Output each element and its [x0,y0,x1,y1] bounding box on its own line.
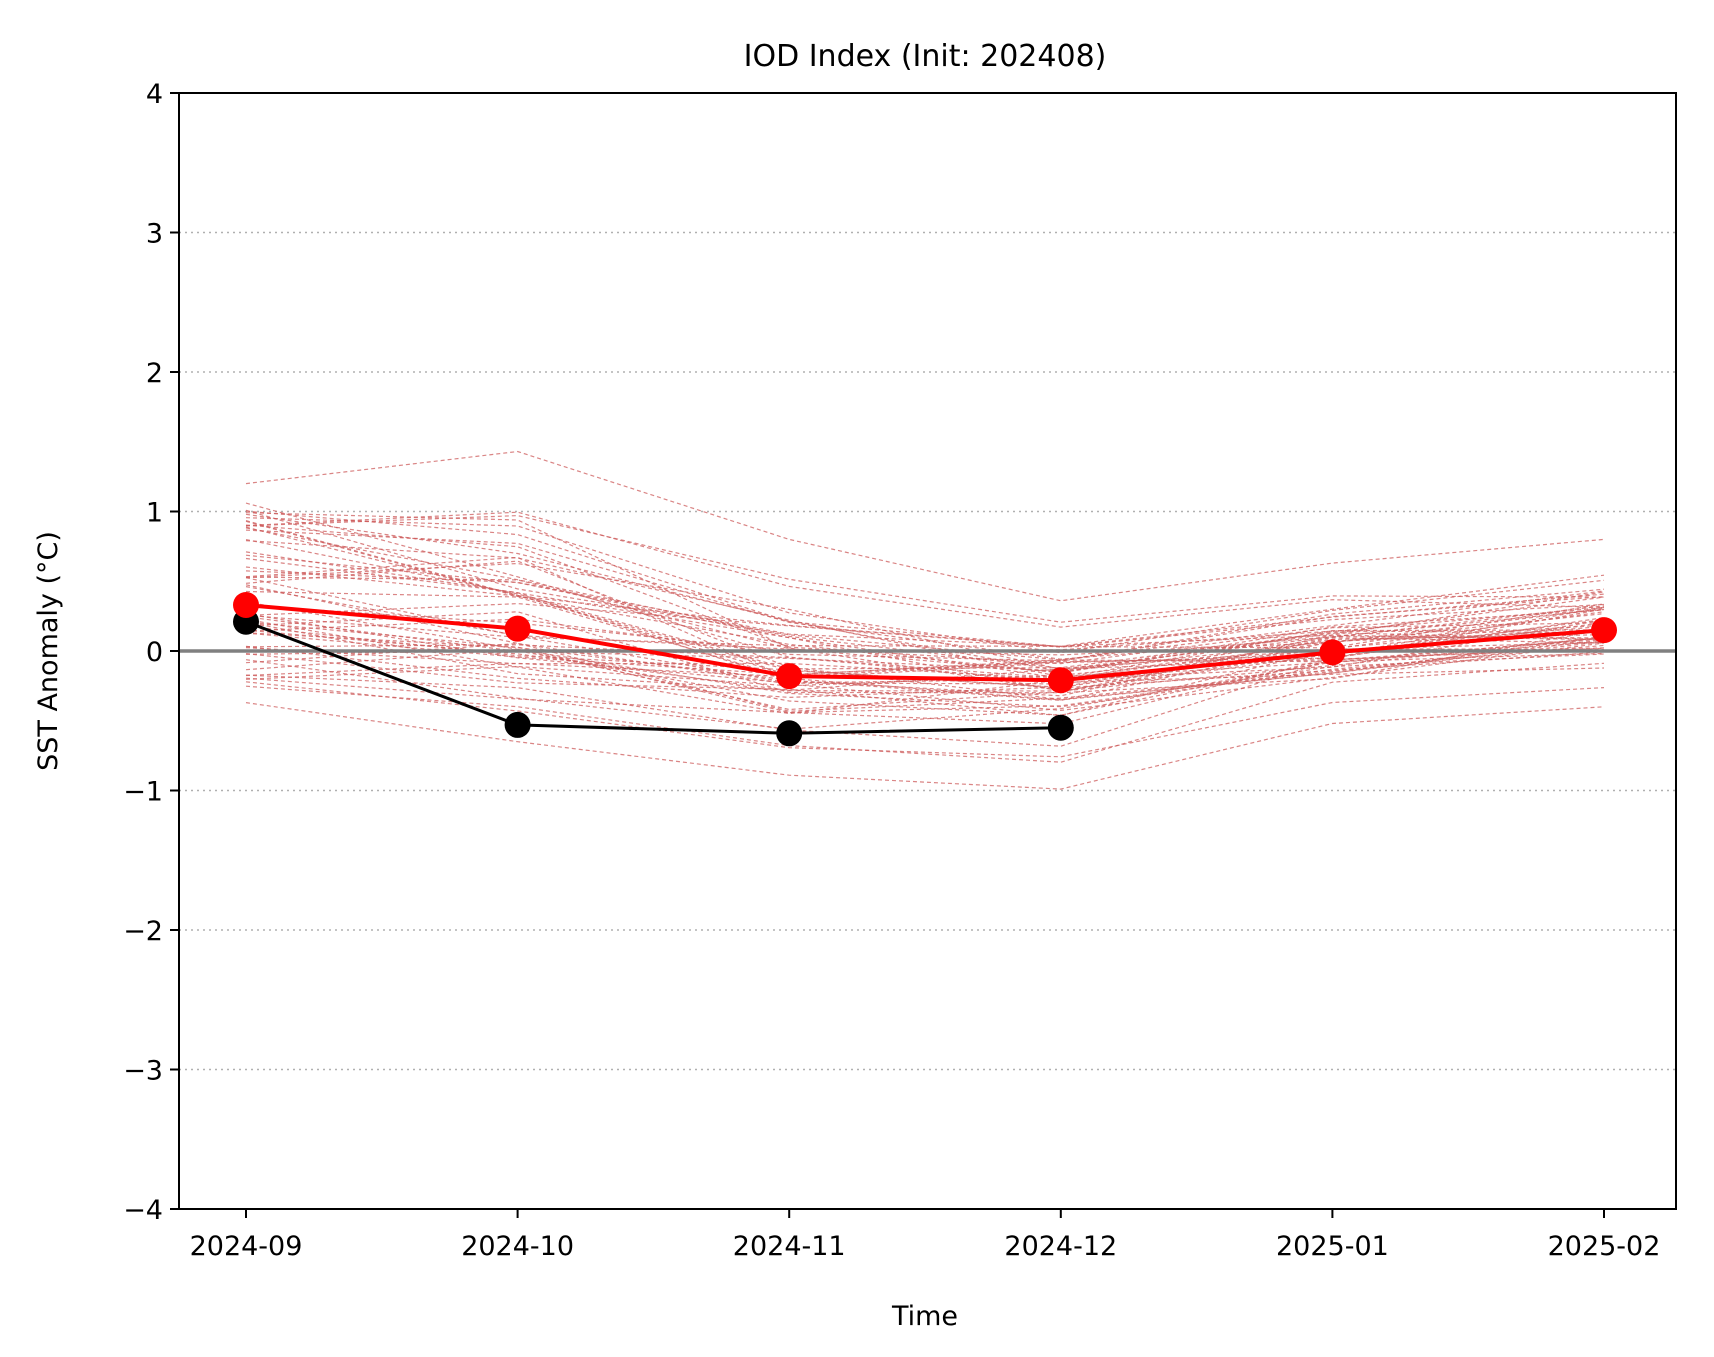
ensemble-member-line [245,642,1605,712]
ensemble-member-line [245,611,1605,694]
y-axis-ticks: −4 −3 −2 −1 0 1 2 3 4 [123,79,179,1226]
ensemble-member-line [245,551,1605,692]
ensemble-member-line [245,529,1605,660]
observed-line [245,620,1061,735]
ensemble-member-line [245,681,1605,758]
ensemble-member-line [245,510,1605,648]
chart-title: IOD Index (Init: 202408) [744,39,1107,74]
y-tick-label: −1 [123,777,163,808]
ensemble-mean-point [1591,617,1617,644]
ensemble-member-line [245,570,1605,647]
ensemble-member-line [245,614,1605,647]
ensemble-member-lines [245,450,1605,790]
y-axis-label: SST Anomaly (°C) [33,531,64,771]
observed-point [504,711,531,738]
ensemble-mean-point [504,615,531,642]
ensemble-mean-line [245,603,1605,683]
ensemble-member-line [245,588,1605,662]
x-axis-ticks: 2024-09 2024-10 2024-11 2024-12 2025-01 2025-… [190,1209,1661,1262]
ensemble-mean-point [1047,667,1074,694]
ensemble-member-line [245,520,1605,674]
ensemble-member-line [245,584,1605,712]
ensemble-member-line [245,640,1605,679]
ensemble-member-line [245,520,1605,689]
ensemble-member-line [245,513,1605,673]
ensemble-member-line [245,605,1605,715]
observed-point [776,720,803,747]
ensemble-member-line [245,524,1605,665]
ensemble-member-line [245,576,1605,674]
ensemble-member-line [245,702,1605,790]
ensemble-member-line [245,602,1605,648]
ensemble-member-line [245,511,1605,628]
ensemble-member-line [245,662,1605,763]
ensemble-member-line [245,512,1605,692]
ensemble-member-line [245,556,1605,680]
y-tick-label: −2 [123,916,163,947]
y-tick-label: 3 [146,219,163,250]
observed-point [1047,714,1074,741]
y-tick-label: 2 [146,358,163,389]
y-tick-label: −4 [123,1195,163,1226]
y-tick-label: 1 [146,498,163,529]
x-tick-label: 2024-09 [190,1231,303,1262]
ensemble-mean-series [233,591,1617,694]
ensemble-member-line [245,514,1605,623]
ensemble-member-line [245,601,1605,708]
ensemble-member-line [245,608,1605,680]
ensemble-member-line [245,517,1605,654]
x-tick-label: 2024-10 [461,1231,574,1262]
ensemble-member-line [245,450,1605,602]
observed-series [233,608,1074,747]
ensemble-member-line [245,611,1605,717]
ensemble-member-line [245,586,1605,656]
ensemble-member-line [245,590,1605,701]
ensemble-member-line [245,653,1605,714]
x-tick-label: 2025-01 [1276,1231,1389,1262]
ensemble-member-line [245,637,1605,730]
ensemble-member-line [245,509,1605,661]
ensemble-mean-point [233,591,259,618]
y-tick-label: 4 [146,79,163,110]
x-axis-label: Time [891,1301,958,1332]
x-tick-label: 2025-02 [1548,1231,1661,1262]
ensemble-mean-point [776,663,803,690]
y-tick-label: 0 [146,637,163,668]
ensemble-member-line [245,634,1605,699]
x-tick-label: 2024-12 [1004,1231,1117,1262]
x-tick-label: 2024-11 [733,1231,846,1262]
y-tick-label: −3 [123,1056,163,1087]
ensemble-member-line [245,540,1605,678]
ensemble-mean-point [1319,639,1346,666]
